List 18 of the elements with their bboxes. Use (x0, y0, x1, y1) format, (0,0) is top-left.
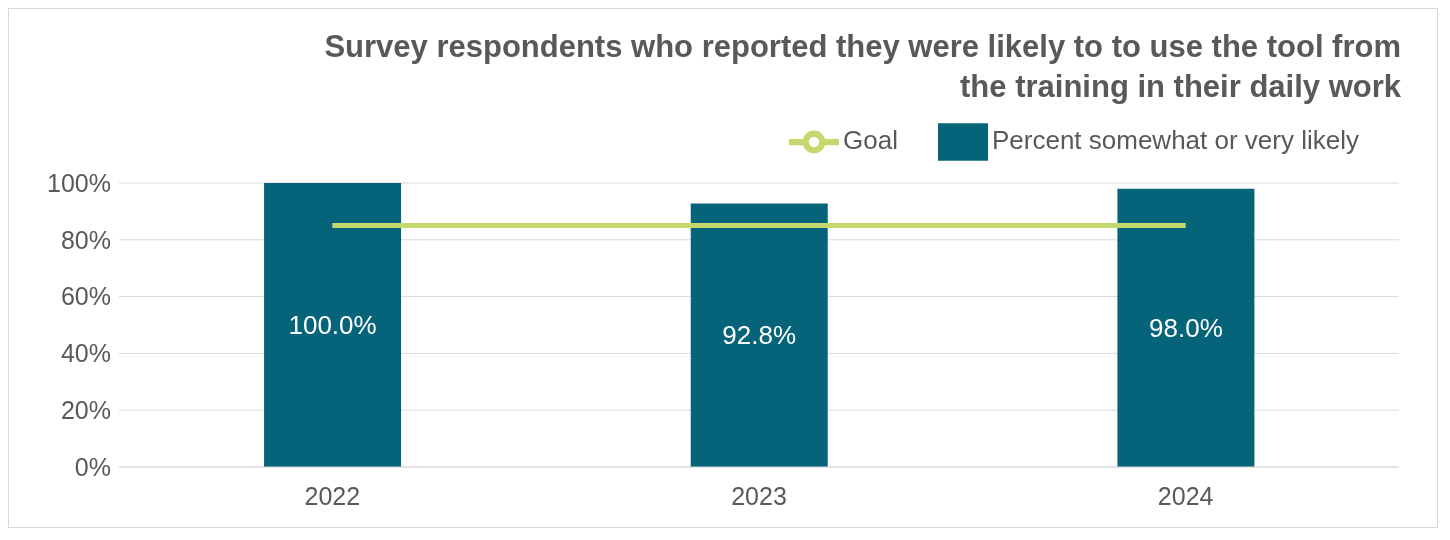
chart-title: Survey respondents who reported they were likely to to use the tool from the training in their daily work (323, 28, 1402, 106)
legend-label: Percent somewhat or very likely (991, 124, 1359, 155)
data-label: 100.0% (288, 310, 377, 341)
data-label: 92.8% (722, 320, 797, 351)
y-tick-label: 0% (74, 452, 111, 481)
bar (690, 203, 828, 467)
x-tick-label: 2024 (1157, 481, 1214, 510)
data-label: 98.0% (1149, 313, 1223, 344)
y-tick-label: 80% (60, 225, 111, 254)
y-tick-label: 100% (47, 168, 111, 197)
x-tick-label: 2022 (304, 481, 361, 510)
bar (1117, 188, 1255, 467)
y-tick-label: 40% (60, 339, 111, 368)
y-tick-label: 20% (60, 396, 111, 425)
legend-label: Goal (843, 124, 898, 155)
bar (264, 183, 402, 467)
y-tick-label: 60% (60, 282, 111, 311)
x-tick-label: 2023 (731, 481, 787, 510)
